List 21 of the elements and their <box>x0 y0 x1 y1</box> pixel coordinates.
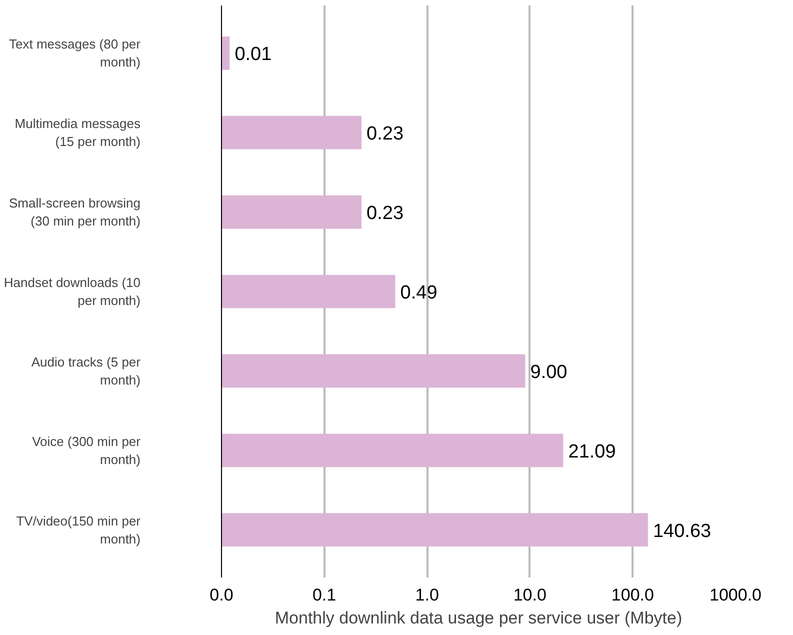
data-label: 21.09 <box>568 441 616 462</box>
x-tick-label: 100.0 <box>611 586 654 604</box>
x-tick-label: 1000.0 <box>710 586 762 604</box>
x-tick-label: 0.1 <box>312 586 336 604</box>
y-tick-label: Audio tracks (5 per month) <box>31 354 142 388</box>
data-label: 9.00 <box>530 362 568 383</box>
y-tick-label: Multimedia messages (15 per month) <box>14 116 141 150</box>
y-tick-label: Small-screen browsing (30 min per month) <box>9 196 141 229</box>
y-tick-label: Text messages (80 per month) <box>8 36 142 70</box>
data-label: 0.01 <box>234 44 272 66</box>
x-tick-label: 1.0 <box>415 586 439 604</box>
x-tick-label: 10.0 <box>513 586 546 604</box>
data-label: 140.63 <box>652 520 712 542</box>
data-label: 0.23 <box>366 203 404 224</box>
data-label: 0.49 <box>400 282 438 304</box>
y-tick-label: Handset downloads (10 per month) <box>4 275 141 308</box>
y-tick-label: TV/video(150 min per month) <box>16 513 142 546</box>
y-tick-label: Voice (300 min per month) <box>32 434 142 467</box>
x-axis-title: Monthly downlink data usage per service user (Mbyte) <box>274 608 682 628</box>
data-label: 0.23 <box>366 124 404 145</box>
x-tick-label: 0.0 <box>210 586 234 604</box>
